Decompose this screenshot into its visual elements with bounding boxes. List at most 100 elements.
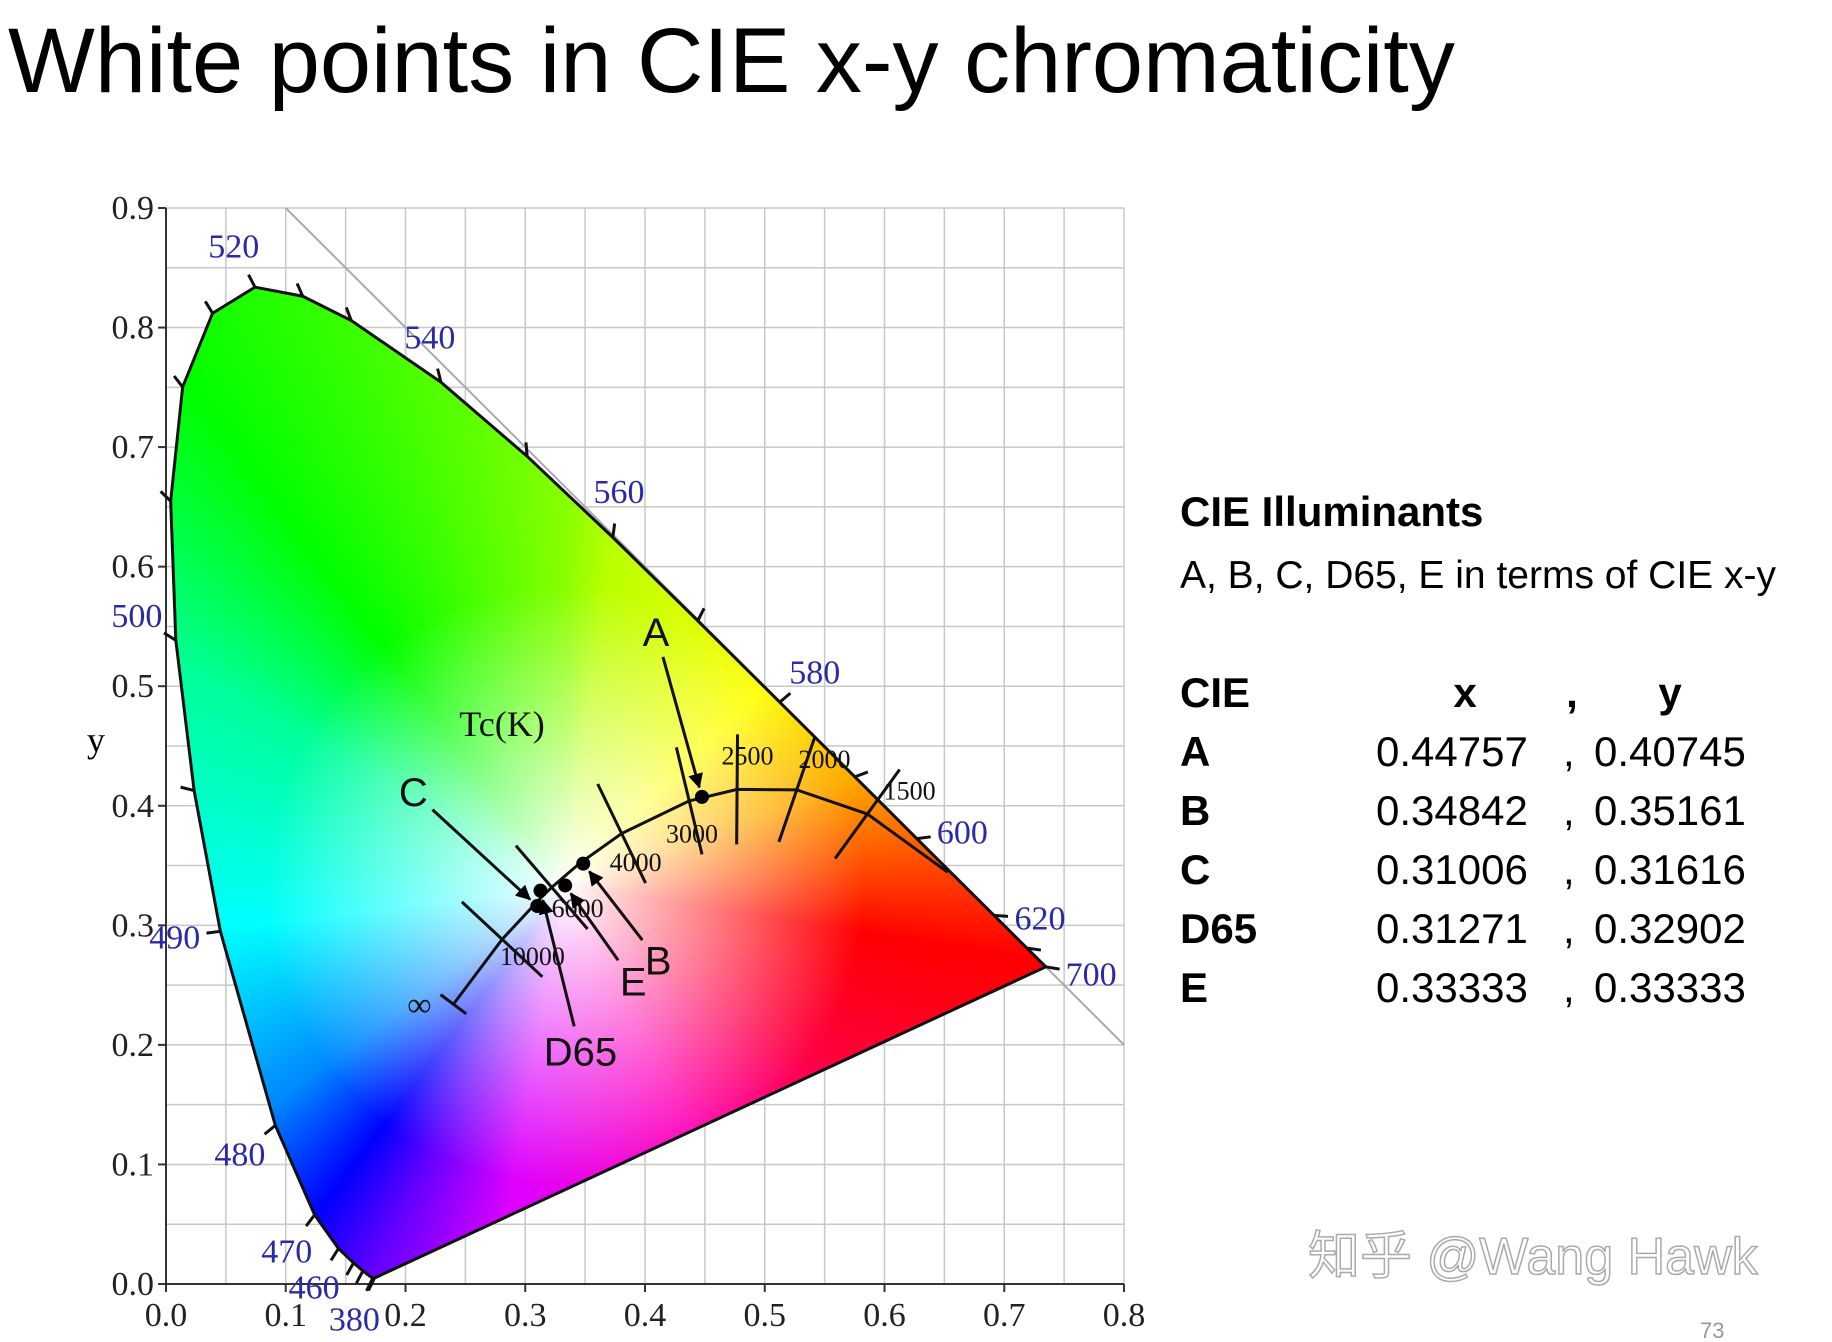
pointer-arrow: [538, 898, 576, 1027]
wavelength-label: 620: [1014, 901, 1065, 938]
wavelength-label: 470: [261, 1234, 312, 1271]
table-separator: ,: [1563, 787, 1575, 834]
locus-tick: [203, 300, 214, 314]
x-value: 0.31006: [1376, 846, 1528, 893]
x-value: 0.31271: [1376, 905, 1528, 952]
locus-tick: [854, 770, 869, 779]
locus-tick: [180, 785, 195, 793]
y-tick-label: 0.1: [112, 1146, 155, 1183]
y-tick-label: 0.0: [112, 1266, 155, 1303]
table-header: x: [1453, 669, 1477, 716]
isotherm: [460, 900, 544, 978]
y-tick-label: 0.8: [112, 310, 155, 347]
locus-tick: [345, 1262, 355, 1276]
wavelength-label: 580: [789, 654, 840, 691]
table-separator: ,: [1563, 964, 1575, 1011]
locus-tick: [295, 282, 305, 297]
table-separator: ,: [1566, 669, 1578, 716]
temperature-label: ∞: [407, 987, 431, 1024]
isotherm: [777, 737, 816, 843]
illuminant-point: [558, 878, 573, 893]
temperature-label: 2500: [722, 741, 774, 770]
locus-tick: [344, 306, 353, 322]
wavelength-label: 700: [1066, 956, 1117, 993]
y-value: 0.35161: [1594, 787, 1746, 834]
illuminant-label: C: [399, 771, 428, 815]
locus-tick: [206, 929, 221, 935]
locus-tick: [524, 442, 529, 457]
page-number: 73: [1700, 1318, 1724, 1342]
x-tick-label: 0.5: [744, 1297, 787, 1334]
y-value: 0.31616: [1594, 846, 1746, 893]
locus-tick: [1026, 946, 1042, 952]
locus-tick: [365, 1277, 375, 1292]
table-separator: ,: [1563, 728, 1575, 775]
row-name: B: [1180, 787, 1210, 834]
row-name: C: [1180, 846, 1210, 893]
locus-tick: [993, 913, 1009, 918]
pointer-arrow: [588, 870, 644, 941]
x-value: 0.44757: [1376, 728, 1528, 775]
pointer-arrow: [569, 892, 620, 962]
x-value: 0.33333: [1376, 964, 1528, 1011]
locus-tick: [329, 1247, 340, 1262]
table-separator: ,: [1563, 905, 1575, 952]
locus-tick: [304, 1213, 316, 1227]
locus-tick: [159, 490, 172, 503]
spectral-locus: [169, 285, 1049, 1280]
locus-tick: [163, 631, 177, 642]
illuminant-label: A: [643, 611, 670, 655]
illuminant-point: [576, 856, 591, 871]
isotherm: [514, 844, 589, 931]
y-tick-label: 0.5: [112, 668, 155, 705]
watermark: 知乎 @Wang Hawk: [1308, 1228, 1759, 1286]
y-value: 0.32902: [1594, 905, 1746, 952]
locus-tick: [436, 368, 443, 383]
x-value: 0.34842: [1376, 787, 1528, 834]
locus-tick: [355, 1270, 365, 1285]
locus-tick: [263, 1124, 277, 1136]
x-tick-label: 0.4: [624, 1297, 667, 1334]
table-header: y: [1658, 669, 1682, 716]
planckian-label: Tc(K): [459, 704, 544, 744]
table-header: CIE: [1180, 669, 1250, 716]
x-tick-label: 0.0: [145, 1297, 188, 1334]
isotherm: [735, 734, 740, 845]
row-name: A: [1180, 728, 1210, 775]
temperature-label: 2000: [799, 745, 851, 774]
wavelength-label: 540: [404, 320, 455, 357]
x-tick-label: 0.1: [265, 1297, 308, 1334]
temperature-label: 3000: [666, 819, 718, 848]
x-tick-label: 0.6: [863, 1297, 906, 1334]
wavelength-label: 500: [111, 598, 162, 635]
illuminant-label: B: [645, 940, 672, 984]
slide-title: White points in CIE x-y chromaticity: [8, 10, 1455, 112]
pointer-arrow: [431, 808, 532, 901]
wavelength-label: 490: [149, 919, 200, 956]
panel-subheading: A, B, C, D65, E in terms of CIE x-y: [1180, 554, 1776, 597]
y-tick-label: 0.9: [112, 190, 155, 227]
locus-tick: [778, 692, 792, 704]
locus-tick: [247, 274, 257, 288]
y-tick-label: 0.3: [112, 907, 155, 944]
isotherm: [439, 993, 468, 1016]
table-separator: ,: [1563, 846, 1575, 893]
wavelength-label: 520: [208, 228, 259, 265]
panel-heading: CIE Illuminants: [1180, 488, 1483, 535]
locus-tick: [696, 607, 706, 622]
isotherm: [596, 783, 647, 884]
temperature-label: 1500: [884, 776, 936, 805]
temperature-label: 4000: [610, 848, 662, 877]
locus-tick: [172, 375, 184, 389]
y-axis-label: y: [87, 720, 105, 760]
x-tick-label: 0.3: [504, 1297, 547, 1334]
illuminant-point: [694, 789, 709, 804]
wavelength-label: 600: [937, 815, 988, 852]
y-tick-label: 0.4: [112, 788, 155, 825]
isotherm: [833, 768, 901, 860]
illuminant-label: E: [620, 960, 647, 1004]
y-tick-label: 0.7: [112, 429, 155, 466]
